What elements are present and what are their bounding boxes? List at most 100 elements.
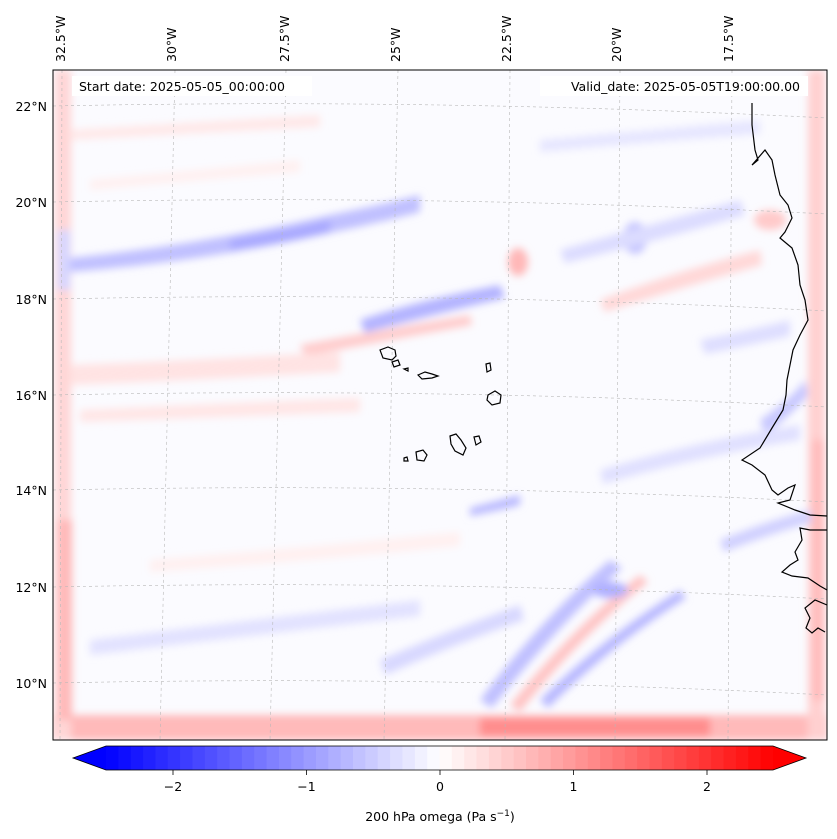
meridian-line — [59, 69, 63, 741]
colorbar-segment — [525, 746, 539, 770]
longitude-labels: 32.5°W 30°W 27.5°W 25°W 22.5°W 20°W 17.5… — [53, 16, 736, 62]
omega-patches — [53, 70, 827, 740]
colorbar-segment — [402, 746, 416, 770]
parallel-line — [52, 199, 828, 215]
colorbar-segment — [254, 746, 268, 770]
colorbar-label: 200 hPa omega (Pa s−1) — [365, 809, 515, 824]
colorbar-segment — [488, 746, 502, 770]
lat-label-16n: 16°N — [15, 388, 47, 403]
colorbar-label-close: ) — [510, 809, 515, 824]
colorbar-segment — [130, 746, 144, 770]
colorbar-segment — [612, 746, 626, 770]
africa-coastline — [740, 103, 828, 634]
colorbar-segment — [451, 746, 465, 770]
colorbar-segment — [600, 746, 614, 770]
latitude-labels: 22°N 20°N 18°N 16°N 14°N 12°N 10°N — [15, 99, 47, 691]
colorbar-segment — [538, 746, 552, 770]
island-maio — [473, 435, 482, 446]
parallel-line — [52, 296, 828, 312]
colorbar-segment — [698, 746, 712, 770]
colorbar-segment — [427, 746, 441, 770]
map-frame — [52, 69, 828, 741]
colorbar-tick-label: −2 — [164, 779, 182, 794]
colorbar-segment — [217, 746, 231, 770]
colorbar: −2 −1 0 1 2 200 hPa omega (Pa s−1) — [71, 745, 808, 824]
island-fogo — [415, 449, 428, 462]
colorbar-segment — [439, 746, 453, 770]
colorbar-tick-label: 0 — [436, 779, 444, 794]
colorbar-segment — [365, 746, 379, 770]
colorbar-segment — [711, 746, 725, 770]
island-boa-vista — [486, 390, 502, 406]
colorbar-segment — [464, 746, 478, 770]
colorbar-outline — [71, 745, 808, 771]
colorbar-segment — [476, 746, 490, 770]
lon-label-20w: 20°W — [609, 27, 624, 62]
colorbar-segment — [192, 746, 206, 770]
lon-label-32-5w: 32.5°W — [53, 16, 68, 62]
colorbar-tick-label: 2 — [703, 779, 711, 794]
parallel-line — [52, 103, 828, 119]
colorbar-extend-min — [73, 746, 106, 770]
colorbar-label-exponent: −1 — [497, 809, 510, 819]
meridian-line — [504, 69, 511, 741]
lat-label-14n: 14°N — [15, 483, 47, 498]
colorbar-segment — [143, 746, 157, 770]
colorbar-segment — [155, 746, 169, 770]
colorbar-segment — [748, 746, 762, 770]
parallel-line — [52, 487, 828, 503]
colorbar-segments — [106, 746, 774, 770]
colorbar-segment — [229, 746, 243, 770]
colorbar-segment — [723, 746, 737, 770]
lon-label-22-5w: 22.5°W — [499, 16, 514, 62]
colorbar-extend-max — [773, 746, 806, 770]
lat-label-18n: 18°N — [15, 292, 47, 307]
colorbar-label-main: 200 hPa omega (Pa s — [365, 809, 496, 824]
colorbar-segment — [328, 746, 342, 770]
meridian-line — [727, 69, 733, 741]
lon-label-27-5w: 27.5°W — [277, 16, 292, 62]
island-sao-nicolau — [416, 371, 440, 380]
colorbar-segment — [637, 746, 651, 770]
colorbar-segment — [180, 746, 194, 770]
coastlines — [379, 103, 828, 634]
colorbar-segment — [303, 746, 317, 770]
valid-date-label: Valid_date: 2025-05-05T19:00:00.00 — [571, 79, 800, 94]
meridian-line — [614, 69, 621, 741]
parallel-line — [52, 392, 828, 408]
colorbar-segment — [513, 746, 527, 770]
colorbar-tick-label: 1 — [570, 779, 578, 794]
colorbar-segment — [686, 746, 700, 770]
colorbar-segment — [266, 746, 280, 770]
gridlines — [52, 69, 828, 741]
colorbar-segment — [550, 746, 564, 770]
colorbar-segment — [241, 746, 255, 770]
colorbar-segment — [106, 746, 119, 770]
lat-label-12n: 12°N — [15, 580, 47, 595]
meridian-line — [383, 69, 399, 741]
colorbar-segment — [340, 746, 354, 770]
lat-label-10n: 10°N — [15, 676, 47, 691]
colorbar-segment — [414, 746, 428, 770]
colorbar-segment — [291, 746, 305, 770]
colorbar-segment — [649, 746, 663, 770]
colorbar-segment — [735, 746, 749, 770]
island-sal — [485, 362, 492, 373]
colorbar-segment — [563, 746, 576, 770]
colorbar-segment — [587, 746, 601, 770]
island-santiago — [449, 433, 467, 456]
colorbar-segment — [167, 746, 181, 770]
omega-field — [53, 70, 827, 740]
map-panel: Start date: 2025-05-05_00:00:00 Valid_da… — [52, 69, 828, 741]
parallel-line — [52, 584, 828, 600]
colorbar-segment — [661, 746, 675, 770]
valid-date-box — [540, 76, 808, 96]
island-santo-antao — [379, 346, 397, 361]
island-brava — [403, 456, 409, 462]
colorbar-segment — [674, 746, 688, 770]
meridian-line — [269, 69, 287, 741]
colorbar-segment — [315, 746, 329, 770]
island-sao-vicente — [391, 359, 401, 368]
colorbar-segment — [575, 746, 589, 770]
